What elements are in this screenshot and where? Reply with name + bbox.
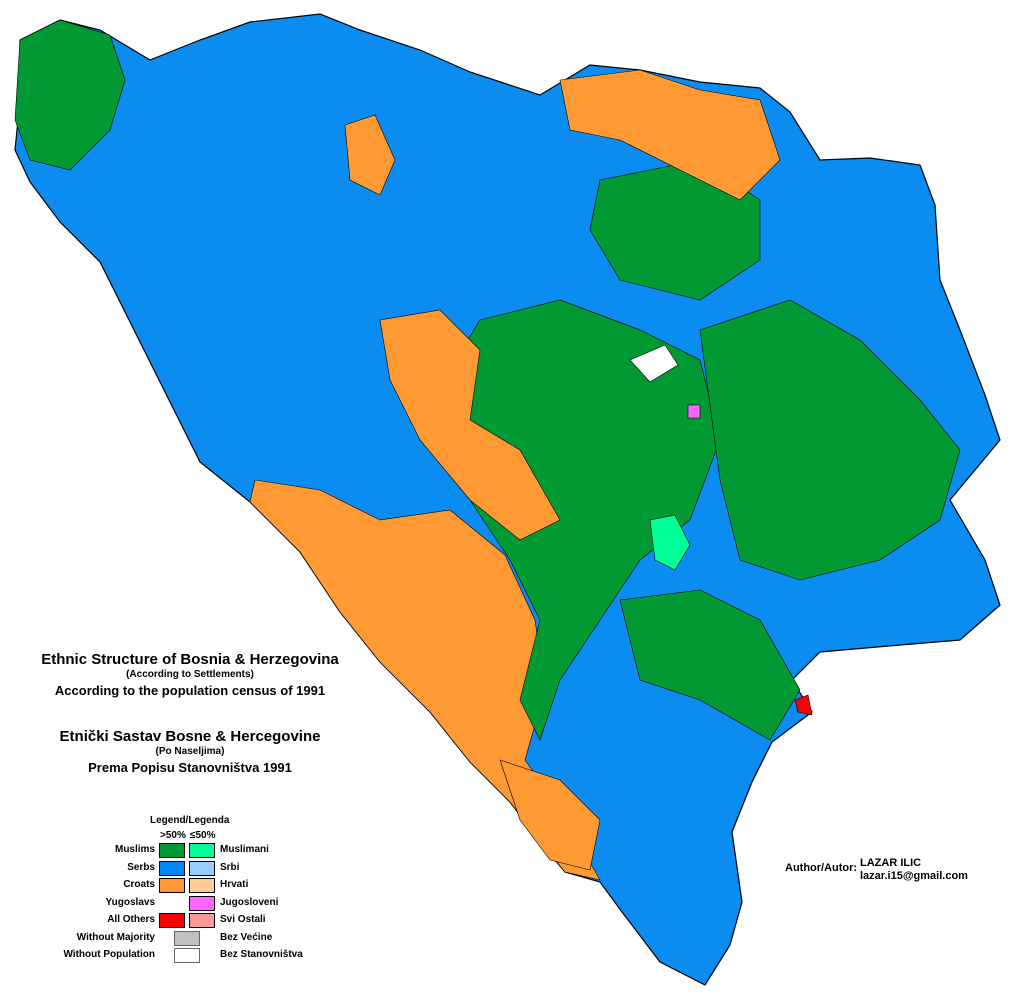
region-muslim-plurality (649, 514, 691, 571)
legend-label-en: Croats (123, 879, 155, 890)
legend-label-bs: Jugosloveni (220, 896, 279, 908)
author-name: LAZAR ILIC (860, 857, 922, 869)
map-title-en: Ethnic Structure of Bosnia & Herzegovina (41, 651, 339, 668)
legend-label-bs: Bez Stanovništva (220, 949, 303, 960)
legend-label-en: Muslims (114, 844, 155, 855)
legend-swatch-plurality (189, 860, 215, 876)
region-others-majority (794, 694, 813, 716)
legend-label-en: All Others (107, 914, 155, 925)
census-line-en: According to the population census of 19… (54, 683, 326, 698)
legend-label-bs: Bez Većine (220, 931, 273, 943)
legend-label-bs: Srbi (220, 861, 240, 873)
legend-swatch-plurality (189, 878, 215, 893)
legend-swatch-plurality (189, 843, 215, 858)
region-without-population (629, 344, 679, 383)
legend-label-bs: Svi Ostali (220, 914, 266, 925)
region-croat-north (344, 114, 396, 196)
legend-col-majority: >50% (160, 830, 186, 841)
region-muslim-podrinje (619, 589, 801, 741)
legend-swatch-majority (159, 860, 185, 876)
legend-swatch-majority (159, 843, 185, 858)
region-yugoslav-plurality (687, 404, 701, 419)
legend-label-bs: Muslimani (220, 844, 269, 855)
region-croat-south (499, 759, 601, 871)
map-title-bs: Etnički Sastav Bosne & Hercegovine (59, 728, 321, 745)
legend-label-en: Without Population (63, 949, 155, 960)
legend-label-en: Yugoslavs (105, 896, 155, 908)
legend-heading: Legend/Legenda (150, 815, 230, 826)
legend-col-plurality: ≤50% (190, 830, 216, 841)
legend-swatch-majority (159, 878, 185, 893)
legend-label-bs: Hrvati (220, 879, 249, 890)
region-muslim-northwest (14, 19, 126, 171)
map-subtitle-en: (According to Settlements) (126, 669, 254, 680)
map-subtitle-bs: (Po Naseljima) (155, 746, 225, 757)
legend-swatch (174, 930, 200, 946)
region-muslim-east (699, 299, 961, 581)
region-croat-central (379, 309, 561, 541)
census-line-bs: Prema Popisu Stanovništva 1991 (88, 760, 292, 775)
region-croat-posavina (559, 69, 781, 201)
legend-label-en: Without Majority (76, 931, 155, 943)
author-email: lazar.i15@gmail.com (860, 870, 968, 882)
legend-swatch-plurality (189, 895, 215, 911)
legend-swatch-majority (159, 913, 185, 928)
legend-swatch-plurality (189, 913, 215, 928)
legend-label-en: Serbs (127, 861, 155, 873)
legend-swatch (174, 948, 200, 963)
author-label: Author/Autor: (785, 862, 858, 874)
